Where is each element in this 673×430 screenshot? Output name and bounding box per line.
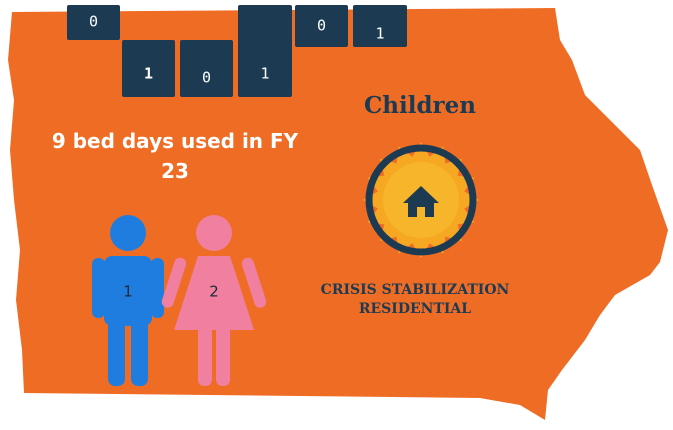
binary-boxes: 0 1 0 1 0 1 — [67, 5, 407, 97]
box — [238, 5, 292, 97]
male-figure — [92, 215, 164, 386]
box — [353, 5, 407, 47]
box — [295, 5, 348, 47]
box-label: 0 — [89, 13, 98, 31]
female-figure — [161, 215, 267, 386]
box — [180, 40, 233, 97]
male-count: 1 — [123, 283, 133, 301]
state-shape — [8, 8, 668, 420]
box-label: 1 — [375, 25, 384, 43]
female-count: 2 — [209, 283, 219, 301]
bed-days-stat: 9 bed days used in FY 23 — [51, 129, 299, 183]
home-icon — [363, 142, 479, 258]
box-label: 1 — [144, 65, 153, 83]
program-name: CRISIS STABILIZATION RESIDENTIAL — [320, 282, 510, 317]
category-title: Children — [363, 92, 477, 119]
box-label: 1 — [260, 65, 269, 83]
box-label: 0 — [317, 17, 326, 35]
box — [122, 40, 175, 97]
box-label: 0 — [202, 69, 211, 87]
box — [67, 5, 120, 40]
